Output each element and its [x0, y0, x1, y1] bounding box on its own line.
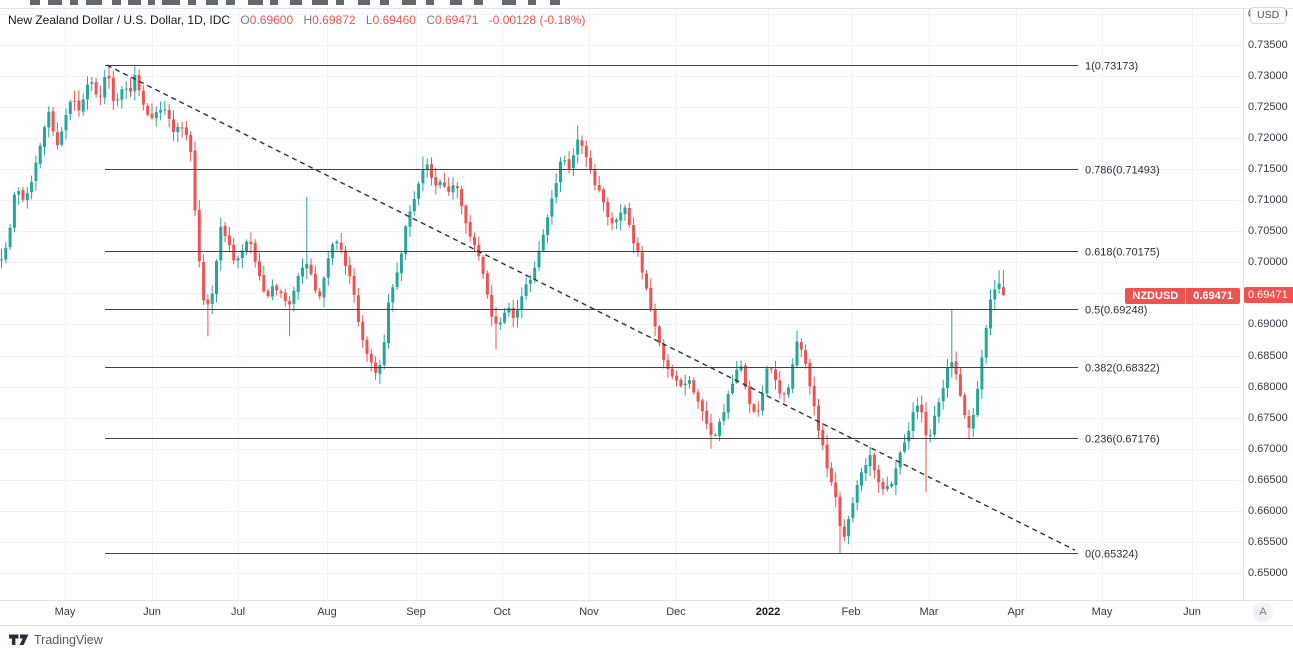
price-tick-label: 0.72000 — [1248, 131, 1288, 144]
tradingview-logo-icon — [9, 634, 29, 645]
ohlc-close: C0.69471 — [426, 13, 479, 27]
cropped-toolbar-fragment — [86, 0, 102, 5]
cropped-toolbar-fragment — [450, 0, 462, 5]
time-tick-month: Mar — [919, 606, 939, 618]
cropped-toolbar-fragment — [188, 0, 196, 5]
price-tick-label: 0.67500 — [1248, 411, 1288, 424]
time-tick-month: Feb — [841, 606, 861, 618]
tradingview-logo-text: TradingView — [34, 632, 103, 647]
trendline[interactable] — [106, 64, 1076, 551]
price-tick-label: 0.70500 — [1248, 225, 1288, 238]
time-tick-month: Nov — [579, 606, 599, 618]
tradingview-logo[interactable]: TradingView — [9, 632, 103, 647]
cropped-toolbar-fragment — [336, 0, 344, 5]
fib-level-label: 1(0.73173) — [1085, 61, 1138, 73]
price-tick-label: 0.69000 — [1248, 318, 1288, 331]
cropped-toolbar-fragment — [162, 0, 180, 5]
cropped-toolbar-fragment — [70, 0, 78, 5]
price-tick-label: 0.68000 — [1248, 380, 1288, 393]
symbol-title[interactable]: New Zealand Dollar / U.S. Dollar, 1D, ID… — [8, 13, 231, 27]
cropped-toolbar-fragment — [148, 0, 155, 5]
symbol-badge-price: 0.69471 — [1185, 288, 1240, 304]
price-tick-label: 0.68500 — [1248, 349, 1288, 362]
cropped-toolbar-fragment — [290, 0, 302, 5]
cropped-toolbar-fragment — [502, 0, 516, 5]
chart-legend: New Zealand Dollar / U.S. Dollar, 1D, ID… — [8, 13, 585, 27]
ohlc-open: O0.69600 — [240, 13, 294, 27]
cropped-toolbar-fragment — [30, 0, 40, 5]
price-tick-label: 0.65500 — [1248, 536, 1288, 549]
fib-level-label: 0(0.65324) — [1085, 549, 1138, 561]
currency-usd-button[interactable]: USD — [1250, 7, 1287, 24]
price-axis-separator — [1243, 8, 1244, 625]
cropped-toolbar-fragment — [112, 0, 121, 5]
cropped-toolbar-fragment — [426, 0, 434, 5]
cropped-toolbar-fragment — [248, 0, 263, 5]
cropped-toolbar-fragment — [48, 0, 62, 5]
price-tick-label: 0.71000 — [1248, 194, 1288, 207]
cropped-toolbar-fragment — [550, 0, 560, 5]
time-tick-month: Aug — [317, 606, 337, 618]
price-tick-label: 0.65000 — [1248, 567, 1288, 580]
price-tick-label: 0.67000 — [1248, 442, 1288, 455]
price-tick-label: 0.66500 — [1248, 473, 1288, 486]
price-tick-label: 0.72500 — [1248, 100, 1288, 113]
time-tick-month: Jul — [230, 606, 246, 618]
cropped-toolbar-fragment — [206, 0, 218, 5]
fib-level-label: 0.382(0.68322) — [1085, 363, 1160, 375]
footer-separator — [0, 625, 1293, 626]
fib-level-label: 0.618(0.70175) — [1085, 247, 1160, 259]
cropped-toolbar-fragment — [128, 0, 141, 5]
price-tick-label: 0.73500 — [1248, 38, 1288, 51]
time-axis-separator — [0, 600, 1293, 601]
fib-level-label: 0.786(0.71493) — [1085, 165, 1160, 177]
cropped-toolbar-fragment — [474, 0, 483, 5]
time-tick-year: 2022 — [755, 606, 781, 618]
top-separator — [0, 8, 1293, 9]
time-axis[interactable]: May Jun Jul Aug Sep Oct Nov Dec 2022 Feb Mar Apr May… — [0, 601, 1293, 625]
cropped-toolbar-fragment — [270, 0, 278, 5]
cropped-toolbar-fragment — [226, 0, 235, 5]
time-tick-month: Jun — [1183, 606, 1201, 618]
fib-level-label: 0.5(0.69248) — [1085, 305, 1147, 317]
time-tick-month: May — [1091, 606, 1113, 618]
price-tick-label: 0.71500 — [1248, 163, 1288, 176]
cropped-toolbar-fragment — [380, 0, 389, 5]
time-tick-month: May — [54, 606, 76, 618]
change-value: -0.00128 (-0.18%) — [488, 13, 586, 27]
ohlc-high: H0.69872 — [303, 13, 356, 27]
cropped-toolbar-fragment — [312, 0, 328, 5]
symbol-badge-name: NZDUSD — [1125, 288, 1186, 304]
price-tick-label: 0.70000 — [1248, 256, 1288, 269]
price-tick-label: 0.73000 — [1248, 69, 1288, 82]
price-tick-label: 0.66000 — [1248, 504, 1288, 517]
time-tick-month: Jun — [143, 606, 161, 618]
cropped-toolbar-fragment — [402, 0, 416, 5]
time-tick-month: Apr — [1007, 606, 1025, 618]
time-tick-month: Sep — [406, 606, 426, 618]
auto-scale-button[interactable]: A — [1253, 602, 1273, 622]
fib-level-label: 0.236(0.67176) — [1085, 434, 1160, 446]
time-tick-month: Dec — [666, 606, 686, 618]
symbol-price-badge: NZDUSD 0.69471 — [1125, 288, 1240, 304]
cropped-toolbar-fragment — [358, 0, 370, 5]
ohlc-low: L0.69460 — [365, 13, 416, 27]
cropped-toolbar-fragment — [528, 0, 536, 5]
last-price-axis-badge: 0.69471 — [1244, 287, 1293, 303]
time-tick-month: Oct — [493, 606, 511, 618]
